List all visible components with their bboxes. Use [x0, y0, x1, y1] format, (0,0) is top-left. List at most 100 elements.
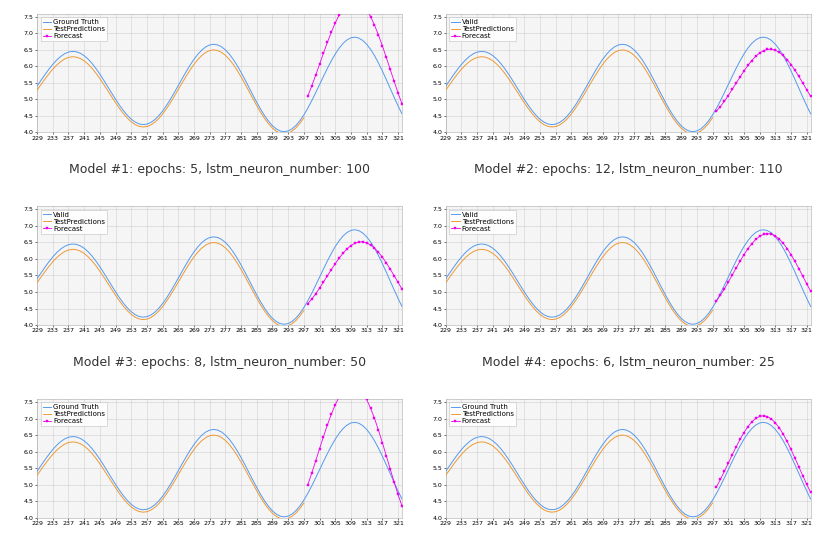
- Legend: Valid, TestPredictions, Forecast: Valid, TestPredictions, Forecast: [449, 17, 516, 41]
- TestPredictions: [594, 67, 604, 73]
- Forecast: [354, 238, 364, 245]
- Valid: [350, 227, 360, 233]
- Ground Truth: [582, 467, 592, 474]
- Text: Model #4: epochs: 6, lstm_neuron_number: 25: Model #4: epochs: 6, lstm_neuron_number:…: [481, 356, 774, 369]
- Forecast: [393, 89, 403, 96]
- TestPredictions: [209, 47, 219, 53]
- Valid: [95, 263, 105, 270]
- Ground Truth: [759, 419, 769, 425]
- Valid: [661, 292, 671, 298]
- Forecast: [370, 245, 379, 251]
- Forecast: [794, 266, 804, 272]
- Valid: [441, 83, 451, 89]
- Forecast: [806, 489, 816, 496]
- Forecast: [365, 242, 375, 248]
- Valid: [504, 71, 514, 78]
- Forecast: [790, 455, 800, 461]
- TestPredictions: [32, 87, 42, 93]
- TestPredictions: [240, 81, 250, 87]
- Valid: [582, 82, 592, 89]
- TestPredictions: [240, 273, 250, 280]
- Forecast: [763, 414, 773, 420]
- Forecast: [319, 279, 328, 285]
- Forecast: [719, 98, 729, 105]
- Forecast: [370, 415, 379, 422]
- Forecast: [385, 266, 395, 272]
- Line: Ground Truth: Ground Truth: [37, 422, 402, 517]
- Ground Truth: [535, 501, 545, 507]
- Forecast: [365, 14, 375, 20]
- TestPredictions: [708, 307, 718, 314]
- Forecast: [307, 83, 317, 89]
- TestPredictions: [688, 131, 698, 137]
- Forecast: [712, 108, 722, 114]
- TestPredictions: [279, 323, 289, 330]
- Forecast: [365, 405, 375, 411]
- Ground Truth: [279, 128, 289, 135]
- Forecast: [334, 12, 344, 18]
- TestPredictions: [83, 61, 93, 67]
- Forecast: [314, 446, 324, 452]
- TestPredictions: [185, 259, 195, 266]
- Forecast: [797, 473, 807, 479]
- Forecast: [374, 249, 384, 255]
- Forecast: [389, 479, 399, 485]
- Forecast: [779, 52, 788, 59]
- Forecast: [378, 42, 388, 49]
- Forecast: [770, 233, 780, 239]
- Ground Truth: [252, 99, 262, 106]
- TestPredictions: [299, 114, 309, 121]
- Ground Truth: [174, 467, 184, 474]
- Forecast: [350, 240, 360, 247]
- Forecast: [327, 411, 337, 417]
- Forecast: [719, 286, 729, 292]
- Forecast: [763, 46, 773, 53]
- Forecast: [728, 451, 737, 458]
- Forecast: [381, 453, 391, 459]
- Valid: [719, 282, 729, 289]
- TestPredictions: [52, 447, 62, 454]
- Forecast: [774, 49, 784, 56]
- Valid: [535, 308, 545, 315]
- Ground Truth: [32, 468, 42, 475]
- Forecast: [766, 46, 776, 53]
- Forecast: [755, 413, 765, 420]
- Forecast: [746, 57, 756, 64]
- Forecast: [311, 291, 321, 297]
- Forecast: [358, 1, 368, 8]
- Text: Model #3: epochs: 8, lstm_neuron_number: 50: Model #3: epochs: 8, lstm_neuron_number:…: [73, 356, 366, 369]
- Ground Truth: [311, 475, 321, 481]
- Forecast: [393, 491, 403, 498]
- Forecast: [802, 281, 811, 287]
- Forecast: [374, 31, 384, 38]
- Valid: [582, 275, 592, 281]
- Forecast: [370, 22, 379, 28]
- TestPredictions: [32, 280, 42, 286]
- TestPredictions: [279, 516, 289, 522]
- Forecast: [746, 241, 756, 247]
- Forecast: [358, 389, 368, 396]
- Forecast: [712, 483, 722, 490]
- Forecast: [346, 0, 356, 4]
- Forecast: [779, 431, 788, 437]
- Forecast: [350, 382, 360, 389]
- Forecast: [378, 254, 388, 260]
- TestPredictions: [492, 61, 502, 67]
- Forecast: [774, 236, 784, 242]
- Ground Truth: [661, 485, 671, 491]
- Forecast: [786, 61, 796, 68]
- Ground Truth: [95, 456, 105, 462]
- Valid: [661, 99, 671, 106]
- TestPredictions: [688, 516, 698, 522]
- Forecast: [723, 92, 733, 99]
- Forecast: [743, 62, 753, 69]
- TestPredictions: [704, 313, 714, 319]
- Forecast: [723, 460, 733, 467]
- Forecast: [751, 53, 760, 60]
- TestPredictions: [83, 254, 93, 260]
- Legend: Ground Truth, TestPredictions, Forecast: Ground Truth, TestPredictions, Forecast: [40, 402, 107, 427]
- Ground Truth: [441, 468, 451, 475]
- Ground Truth: [174, 82, 184, 89]
- Forecast: [731, 80, 741, 87]
- Valid: [185, 255, 195, 261]
